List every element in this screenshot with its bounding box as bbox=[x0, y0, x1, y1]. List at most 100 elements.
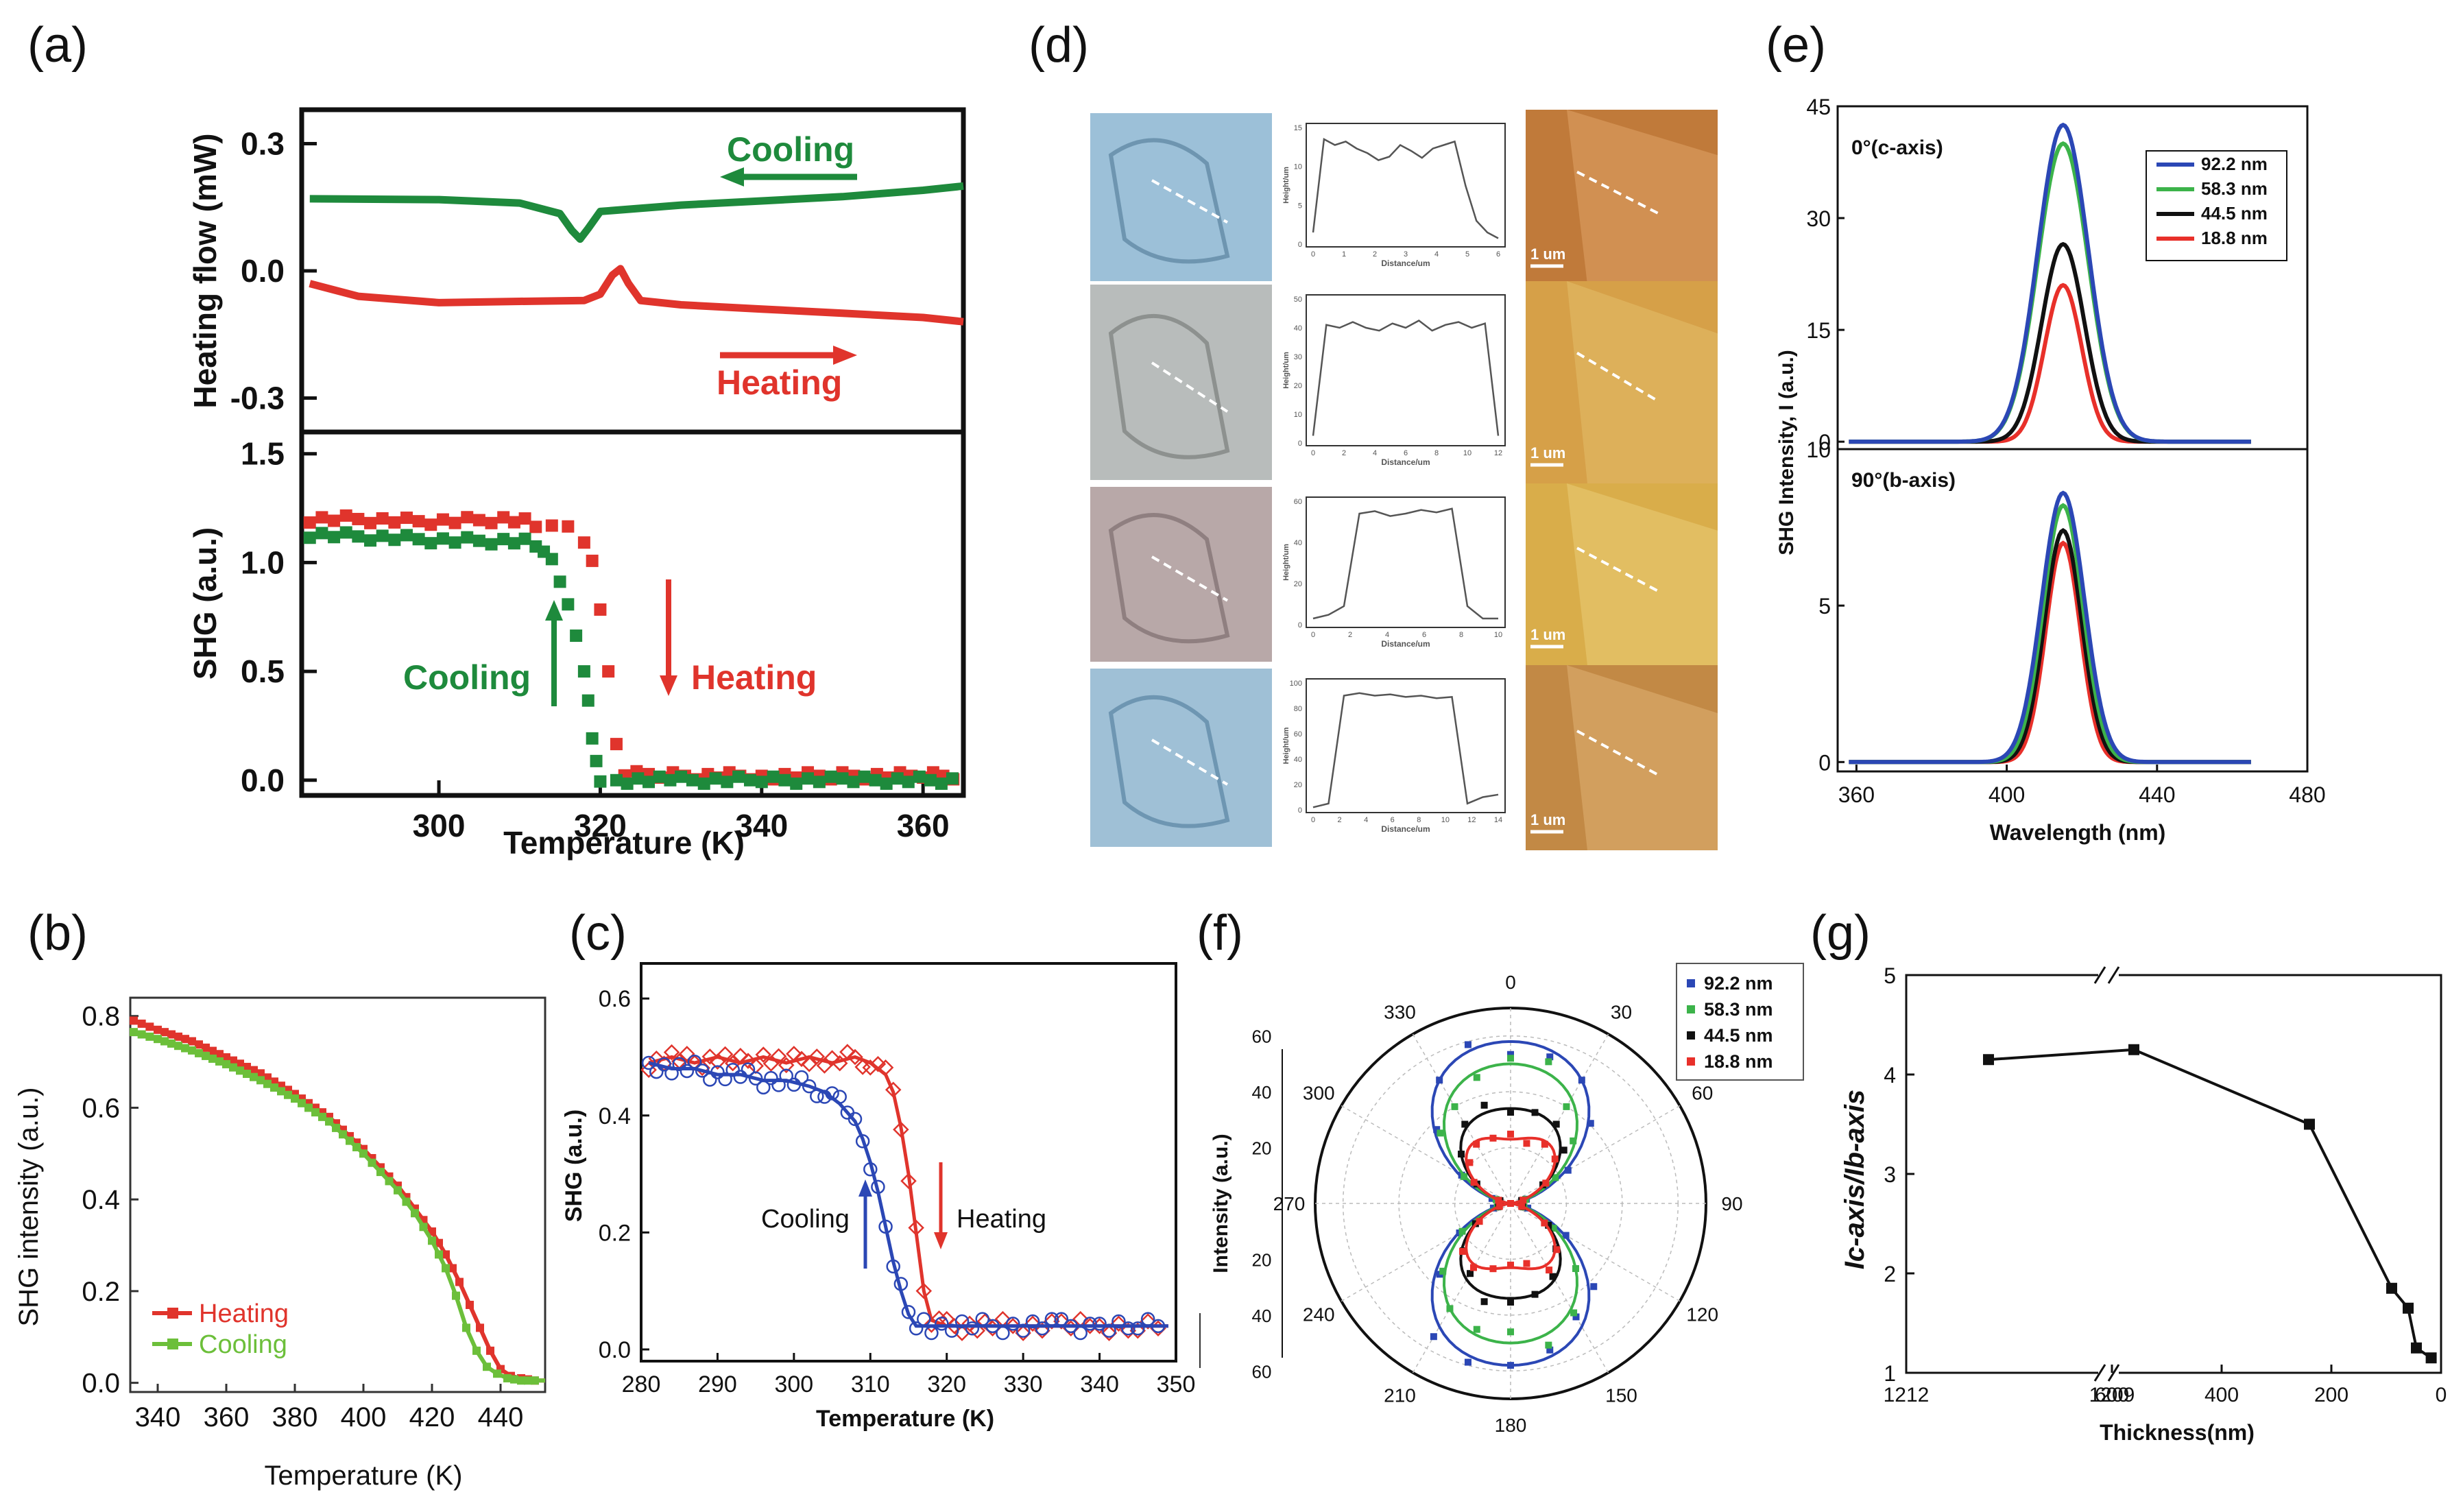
c-point bbox=[663, 1044, 680, 1061]
f-grid-spoke bbox=[1510, 1105, 1681, 1204]
b-point bbox=[222, 1053, 230, 1061]
f-point bbox=[1476, 1218, 1483, 1225]
a-bottom-point bbox=[590, 754, 603, 767]
g-ytick-label: 1 bbox=[1884, 1361, 1896, 1386]
a-top-heating-label: Heating bbox=[717, 363, 842, 402]
a-bottom-point bbox=[461, 531, 474, 544]
b-point bbox=[376, 1168, 385, 1177]
d-profile-line bbox=[1312, 692, 1499, 808]
b-point bbox=[145, 1022, 154, 1031]
a-bottom-point bbox=[400, 529, 413, 542]
d-profile-frame-3 bbox=[1306, 496, 1506, 628]
d-profile-ytick: 10 bbox=[1294, 411, 1302, 419]
a-top-ytick-label: -0.3 bbox=[230, 381, 285, 416]
b-point bbox=[243, 1069, 251, 1078]
c-point bbox=[1151, 1319, 1166, 1334]
c-point bbox=[954, 1314, 970, 1329]
e-legend-label: 44.5 nm bbox=[2201, 203, 2268, 224]
a-bottom-point bbox=[721, 776, 734, 789]
f-legend-marker bbox=[1687, 1031, 1695, 1040]
c-ytick-label: 0.0 bbox=[599, 1337, 631, 1363]
f-legend-box bbox=[1676, 963, 1804, 1081]
f-point bbox=[1473, 1074, 1480, 1081]
f-point bbox=[1550, 1225, 1557, 1232]
c-point bbox=[871, 1179, 885, 1195]
c-series-cooling bbox=[641, 1055, 1168, 1341]
c-point bbox=[869, 1055, 887, 1072]
b-point bbox=[524, 1376, 532, 1385]
e-bottom-ytick-label: 10 bbox=[1806, 437, 1831, 462]
a-bottom-point bbox=[610, 738, 623, 751]
a-bottom-point bbox=[824, 770, 837, 783]
a-bottom-point bbox=[586, 554, 599, 567]
f-point bbox=[1549, 1273, 1557, 1280]
e-top-ytick-label: 0 bbox=[1818, 430, 1831, 455]
b-point bbox=[284, 1090, 292, 1099]
d-profile-ylabel: Height/um bbox=[1282, 167, 1290, 204]
a-bottom-point bbox=[902, 776, 915, 789]
a-bottom-point bbox=[743, 773, 756, 787]
f-grid-spoke bbox=[1412, 1203, 1511, 1373]
f-point bbox=[1430, 1333, 1437, 1341]
a-bottom-point bbox=[790, 777, 803, 790]
b-point bbox=[531, 1376, 539, 1385]
e-top-ytick-label: 15 bbox=[1806, 318, 1831, 343]
b-point bbox=[208, 1054, 217, 1063]
f-point bbox=[1446, 1305, 1454, 1312]
g-point bbox=[2304, 1118, 2315, 1130]
a-bottom-point bbox=[376, 529, 389, 542]
d-profile-xtick: 8 bbox=[1434, 449, 1439, 457]
c-point bbox=[848, 1112, 863, 1127]
f-point bbox=[1560, 1147, 1567, 1154]
b-point bbox=[428, 1236, 436, 1245]
g-point bbox=[2425, 1352, 2437, 1364]
d-profile-xtick: 2 bbox=[1373, 250, 1377, 259]
b-xtick-label: 420 bbox=[409, 1402, 455, 1432]
f-point bbox=[1552, 1120, 1560, 1128]
b-point bbox=[236, 1066, 244, 1075]
d-profile-ylabel: Height/um bbox=[1282, 544, 1290, 581]
c-point bbox=[680, 1064, 695, 1079]
c-ylabel: SHG (a.u.) bbox=[561, 1109, 587, 1222]
e-legend-label: 92.2 nm bbox=[2201, 154, 2268, 174]
b-point bbox=[137, 1030, 146, 1039]
c-point bbox=[672, 1057, 686, 1071]
d-optical-dashed-arrow bbox=[1151, 739, 1229, 786]
c-point bbox=[1083, 1317, 1097, 1331]
b-point bbox=[402, 1197, 411, 1206]
b-point bbox=[466, 1300, 474, 1309]
c-point bbox=[1073, 1325, 1088, 1341]
f-point bbox=[1507, 1261, 1514, 1269]
a-bottom-xtick-label: 300 bbox=[413, 808, 466, 843]
c-point bbox=[756, 1080, 771, 1095]
c-point bbox=[701, 1048, 719, 1065]
c-point bbox=[1034, 1322, 1050, 1339]
g-line bbox=[1988, 1048, 2432, 1359]
f-legend-marker bbox=[1687, 1005, 1695, 1013]
c-xlabel: Temperature (K) bbox=[816, 1406, 994, 1432]
b-point bbox=[486, 1346, 494, 1355]
a-bottom-point bbox=[529, 520, 542, 533]
a-bottom-point bbox=[632, 772, 645, 785]
f-angle-label: 0 bbox=[1505, 972, 1516, 993]
f-point bbox=[1578, 1077, 1585, 1084]
c-point bbox=[770, 1048, 787, 1065]
b-point bbox=[250, 1072, 258, 1081]
d-profile-xtick: 6 bbox=[1404, 449, 1408, 457]
f-point bbox=[1459, 1247, 1467, 1255]
d-optical-dashed-arrow bbox=[1151, 179, 1228, 224]
f-legend-label: 92.2 nm bbox=[1704, 973, 1773, 994]
a-bottom-point bbox=[412, 515, 425, 528]
a-bottom-series-cooling bbox=[303, 526, 959, 790]
d-profile-xtick: 4 bbox=[1434, 250, 1439, 259]
c-xtick-label: 330 bbox=[1004, 1371, 1043, 1397]
g-break-gap bbox=[2098, 1367, 2119, 1378]
a-bottom-xlabel: Temperature (K) bbox=[503, 825, 745, 861]
d-profile-xtick: 0 bbox=[1311, 631, 1315, 639]
d-profile-ytick: 5 bbox=[1298, 202, 1302, 210]
b-xtick-label: 340 bbox=[135, 1402, 181, 1432]
g-ytick-label: 3 bbox=[1884, 1162, 1896, 1187]
c-point bbox=[1015, 1325, 1031, 1341]
a-bottom-series-heating bbox=[303, 509, 960, 786]
c-point bbox=[900, 1173, 917, 1190]
